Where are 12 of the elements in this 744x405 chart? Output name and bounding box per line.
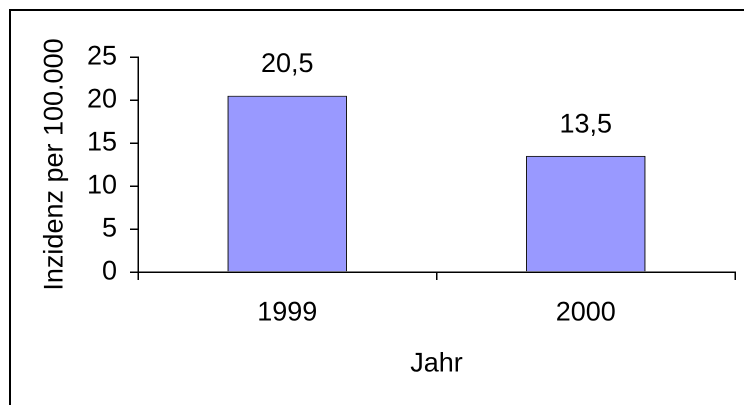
y-axis-title: Inzidenz per 100.000 xyxy=(38,38,69,291)
y-tick-label: 10 xyxy=(86,169,117,200)
x-axis-title: Jahr xyxy=(410,347,463,378)
y-tick-label: 20 xyxy=(86,83,117,114)
y-tick-label: 0 xyxy=(102,255,117,286)
y-tick-label: 25 xyxy=(86,40,117,70)
data-label: 20,5 xyxy=(260,48,314,78)
data-label: 13,5 xyxy=(559,108,612,138)
x-tick-label: 1999 xyxy=(257,296,318,327)
y-tick-label: 15 xyxy=(86,126,117,156)
y-tick-label: 5 xyxy=(102,212,117,242)
x-tick-label: 2000 xyxy=(556,296,616,327)
